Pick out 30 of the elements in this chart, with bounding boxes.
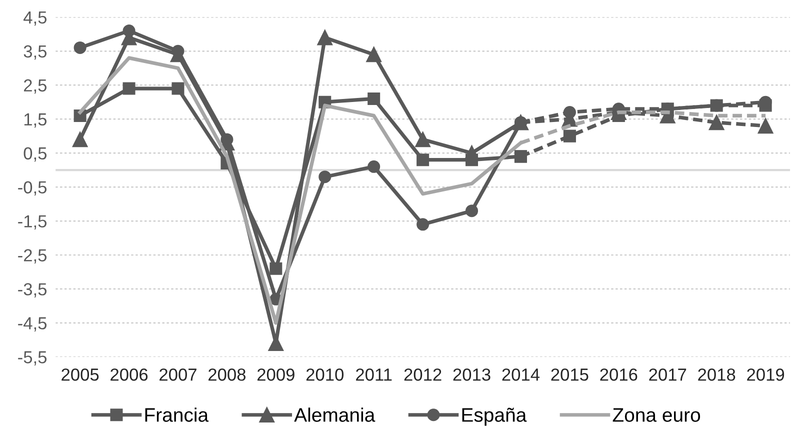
x-tick-label: 2005: [62, 368, 99, 381]
x-tick-label: 2009: [257, 368, 294, 381]
x-tick-label: 2016: [600, 368, 638, 381]
x-tick-label: 2015: [551, 368, 588, 381]
legend-label: Francia: [145, 408, 209, 422]
y-tick-label: -5,5: [18, 351, 47, 366]
x-tick-label: 2012: [404, 368, 442, 381]
x-tick-label: 2006: [110, 368, 148, 381]
legend-label: Zona euro: [612, 408, 700, 422]
x-tick-label: 2018: [698, 368, 736, 381]
x-tick-label: 2017: [649, 368, 686, 381]
x-tick-label: 2014: [502, 368, 540, 381]
x-tick-label: 2007: [160, 368, 196, 381]
y-tick-label: -1,5: [18, 215, 47, 230]
x-tick-label: 2008: [208, 368, 246, 381]
y-tick-label: 2,5: [24, 79, 47, 94]
x-tick-label: 2010: [306, 368, 344, 381]
y-tick-label: 3,5: [24, 45, 47, 60]
legend-label: España: [462, 408, 527, 426]
x-tick-label: 2011: [356, 368, 392, 381]
y-tick-label: 0,5: [24, 147, 47, 162]
x-tick-label: 2019: [747, 368, 784, 381]
y-tick-label: 1,5: [24, 113, 47, 128]
y-tick-label: -3,5: [18, 283, 47, 298]
y-tick-label: 4,5: [24, 12, 47, 26]
y-tick-label: -4,5: [18, 317, 47, 332]
legend-label: Alemania: [294, 408, 376, 422]
x-tick-label: 2013: [453, 368, 490, 381]
y-tick-label: -0,5: [18, 181, 47, 196]
y-tick-label: -2,5: [18, 249, 47, 264]
